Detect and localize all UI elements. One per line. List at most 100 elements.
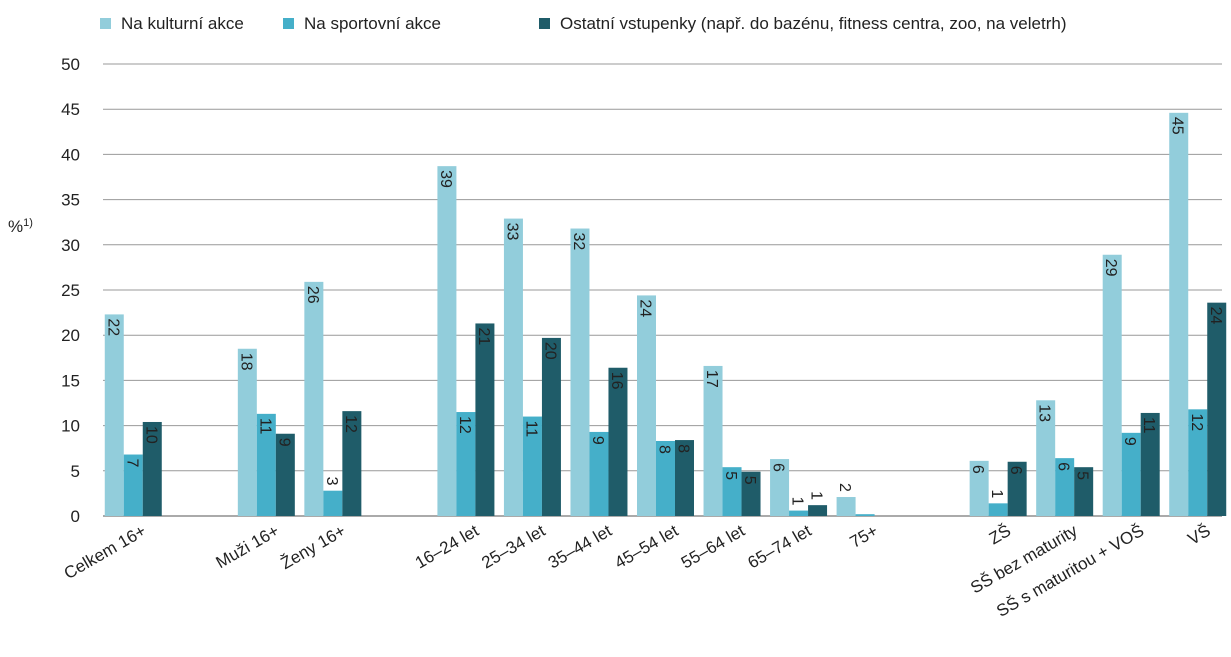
bar [836, 497, 856, 516]
bar [637, 295, 656, 516]
value-label: 1 [988, 489, 1005, 498]
bar [1007, 461, 1027, 516]
bar [541, 337, 561, 516]
y-axis-note: 1) [23, 217, 33, 229]
y-tick-label: 5 [71, 462, 80, 481]
bar [741, 471, 761, 516]
y-tick-label: 15 [61, 371, 80, 390]
value-label: 22 [104, 318, 121, 336]
value-label: 5 [722, 471, 739, 480]
bar [1121, 432, 1141, 516]
y-tick-label: 35 [61, 191, 80, 210]
x-tick-label: 55–64 let [678, 521, 748, 573]
value-label: 8 [656, 445, 673, 454]
value-label: 29 [1102, 259, 1119, 277]
value-label: 26 [304, 286, 321, 304]
value-label: 10 [142, 426, 159, 444]
bar [503, 218, 523, 517]
x-tick-label: 25–34 let [478, 521, 548, 573]
value-label: 11 [256, 418, 273, 435]
bar [275, 433, 295, 516]
value-label: 6 [1007, 466, 1024, 475]
value-label: 8 [675, 444, 692, 453]
legend-label: Na kulturní akce [121, 14, 244, 33]
value-label: 21 [475, 327, 492, 345]
y-tick-label: 20 [61, 326, 80, 345]
y-tick-label: 10 [61, 417, 80, 436]
value-label: 6 [770, 463, 787, 472]
bar [1074, 467, 1094, 516]
y-tick-label: 0 [71, 507, 80, 526]
bar [437, 166, 457, 517]
x-tick-label: 75+ [847, 521, 882, 552]
bar [237, 348, 257, 516]
y-axis-label: %1) [8, 217, 33, 236]
legend-swatch [539, 18, 550, 29]
value-label: 12 [342, 415, 359, 433]
y-axis-unit: % [8, 217, 23, 236]
bar [789, 510, 809, 516]
value-label: 24 [1207, 307, 1224, 325]
x-tick-label: Celkem 16+ [61, 521, 150, 583]
value-label: 7 [123, 459, 140, 468]
y-tick-label: 40 [61, 145, 80, 164]
value-label: 9 [589, 436, 606, 445]
y-tick-label: 45 [61, 100, 80, 119]
value-label: 6 [1055, 462, 1072, 471]
value-label: 2 [836, 483, 853, 492]
value-label: 24 [637, 299, 654, 317]
value-label: 18 [237, 353, 254, 371]
x-tick-label: ZŠ [986, 521, 1014, 548]
legend-swatch [100, 18, 111, 29]
bar [304, 281, 324, 516]
bar [808, 505, 828, 516]
value-label: 1 [808, 491, 825, 500]
value-label: 11 [1140, 417, 1157, 434]
value-label: 6 [969, 465, 986, 474]
value-label: 12 [1188, 413, 1205, 431]
value-label: 33 [503, 223, 520, 241]
bar [703, 365, 723, 516]
bar [656, 440, 675, 516]
x-tick-label: VŠ [1185, 521, 1214, 549]
y-tick-label: 30 [61, 236, 80, 255]
bar [608, 367, 628, 516]
bar [1188, 409, 1208, 516]
value-label: 16 [608, 372, 625, 390]
value-label: 9 [1121, 437, 1138, 446]
value-label: 3 [323, 477, 340, 486]
bar [589, 431, 609, 516]
value-label: 32 [570, 233, 587, 251]
x-tick-label: Ženy 16+ [278, 521, 349, 573]
legend-label: Na sportovní akce [304, 14, 441, 33]
value-label: 13 [1036, 404, 1053, 422]
x-tick-label: 16–24 let [412, 521, 482, 573]
value-label: 39 [437, 170, 454, 188]
x-tick-label: 45–54 let [611, 521, 681, 573]
bar [323, 490, 343, 516]
bar [570, 228, 590, 516]
y-tick-label: 25 [61, 281, 80, 300]
value-label: 1 [789, 497, 806, 506]
y-tick-label: 50 [61, 55, 80, 74]
x-tick-label: Muži 16+ [213, 521, 283, 572]
bar [969, 460, 989, 516]
value-label: 5 [1074, 471, 1091, 480]
bar [675, 440, 694, 516]
bar [475, 323, 495, 516]
bar [1140, 412, 1160, 516]
bar [104, 314, 124, 516]
value-label: 17 [703, 370, 720, 388]
bar [522, 416, 542, 516]
bar [456, 412, 476, 516]
bar [855, 514, 875, 516]
value-label: 11 [522, 421, 539, 438]
value-label: 20 [541, 342, 558, 360]
legend-label: Ostatní vstupenky (např. do bazénu, fitn… [560, 14, 1067, 33]
bar [988, 503, 1008, 516]
bar [1055, 458, 1075, 516]
x-tick-label: 65–74 let [744, 521, 814, 573]
bar [722, 467, 742, 516]
value-label: 9 [275, 438, 292, 447]
